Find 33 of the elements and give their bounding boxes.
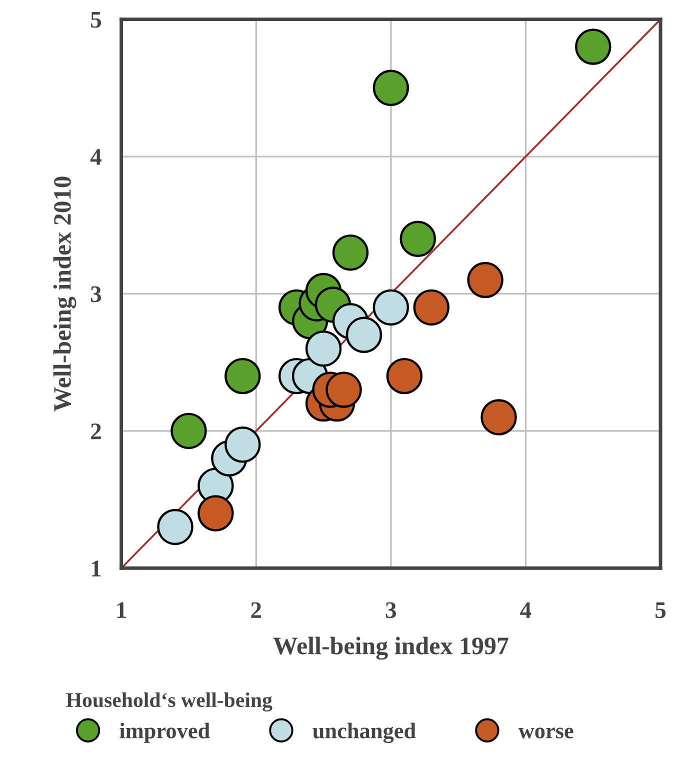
point	[575, 28, 612, 65]
point	[224, 358, 261, 394]
y-tick-label: 3	[90, 286, 102, 302]
point	[413, 289, 450, 326]
point	[467, 262, 504, 298]
legend-label: improved	[120, 722, 210, 743]
point	[400, 220, 436, 257]
legend-label: unchanged	[312, 722, 416, 744]
point	[372, 289, 410, 326]
point	[224, 426, 261, 463]
point	[372, 70, 410, 106]
y-tick-label: 5	[91, 12, 102, 28]
point	[480, 399, 517, 436]
y-tick-label: 1	[92, 560, 101, 576]
x-axis-title: Well-being index 1997	[273, 636, 508, 660]
x-tick-label: 2	[251, 602, 262, 618]
x-tick-label: 5	[656, 602, 666, 618]
point	[332, 234, 369, 271]
y-tick-label: 2	[91, 424, 101, 440]
legend-title: Household‘s well-being	[66, 692, 272, 712]
point	[326, 372, 362, 408]
x-tick-label: 3	[386, 602, 396, 618]
point	[157, 508, 194, 546]
y-tick-label: 4	[90, 149, 102, 165]
point	[386, 358, 423, 394]
x-tick-label: 1	[117, 602, 126, 618]
point	[198, 495, 234, 532]
point	[346, 316, 382, 354]
point	[305, 330, 342, 367]
legend-label: worse	[518, 728, 574, 738]
y-axis-title: Well-being index 2010	[53, 176, 76, 412]
point	[170, 412, 207, 450]
x-tick-label: 4	[520, 602, 532, 618]
